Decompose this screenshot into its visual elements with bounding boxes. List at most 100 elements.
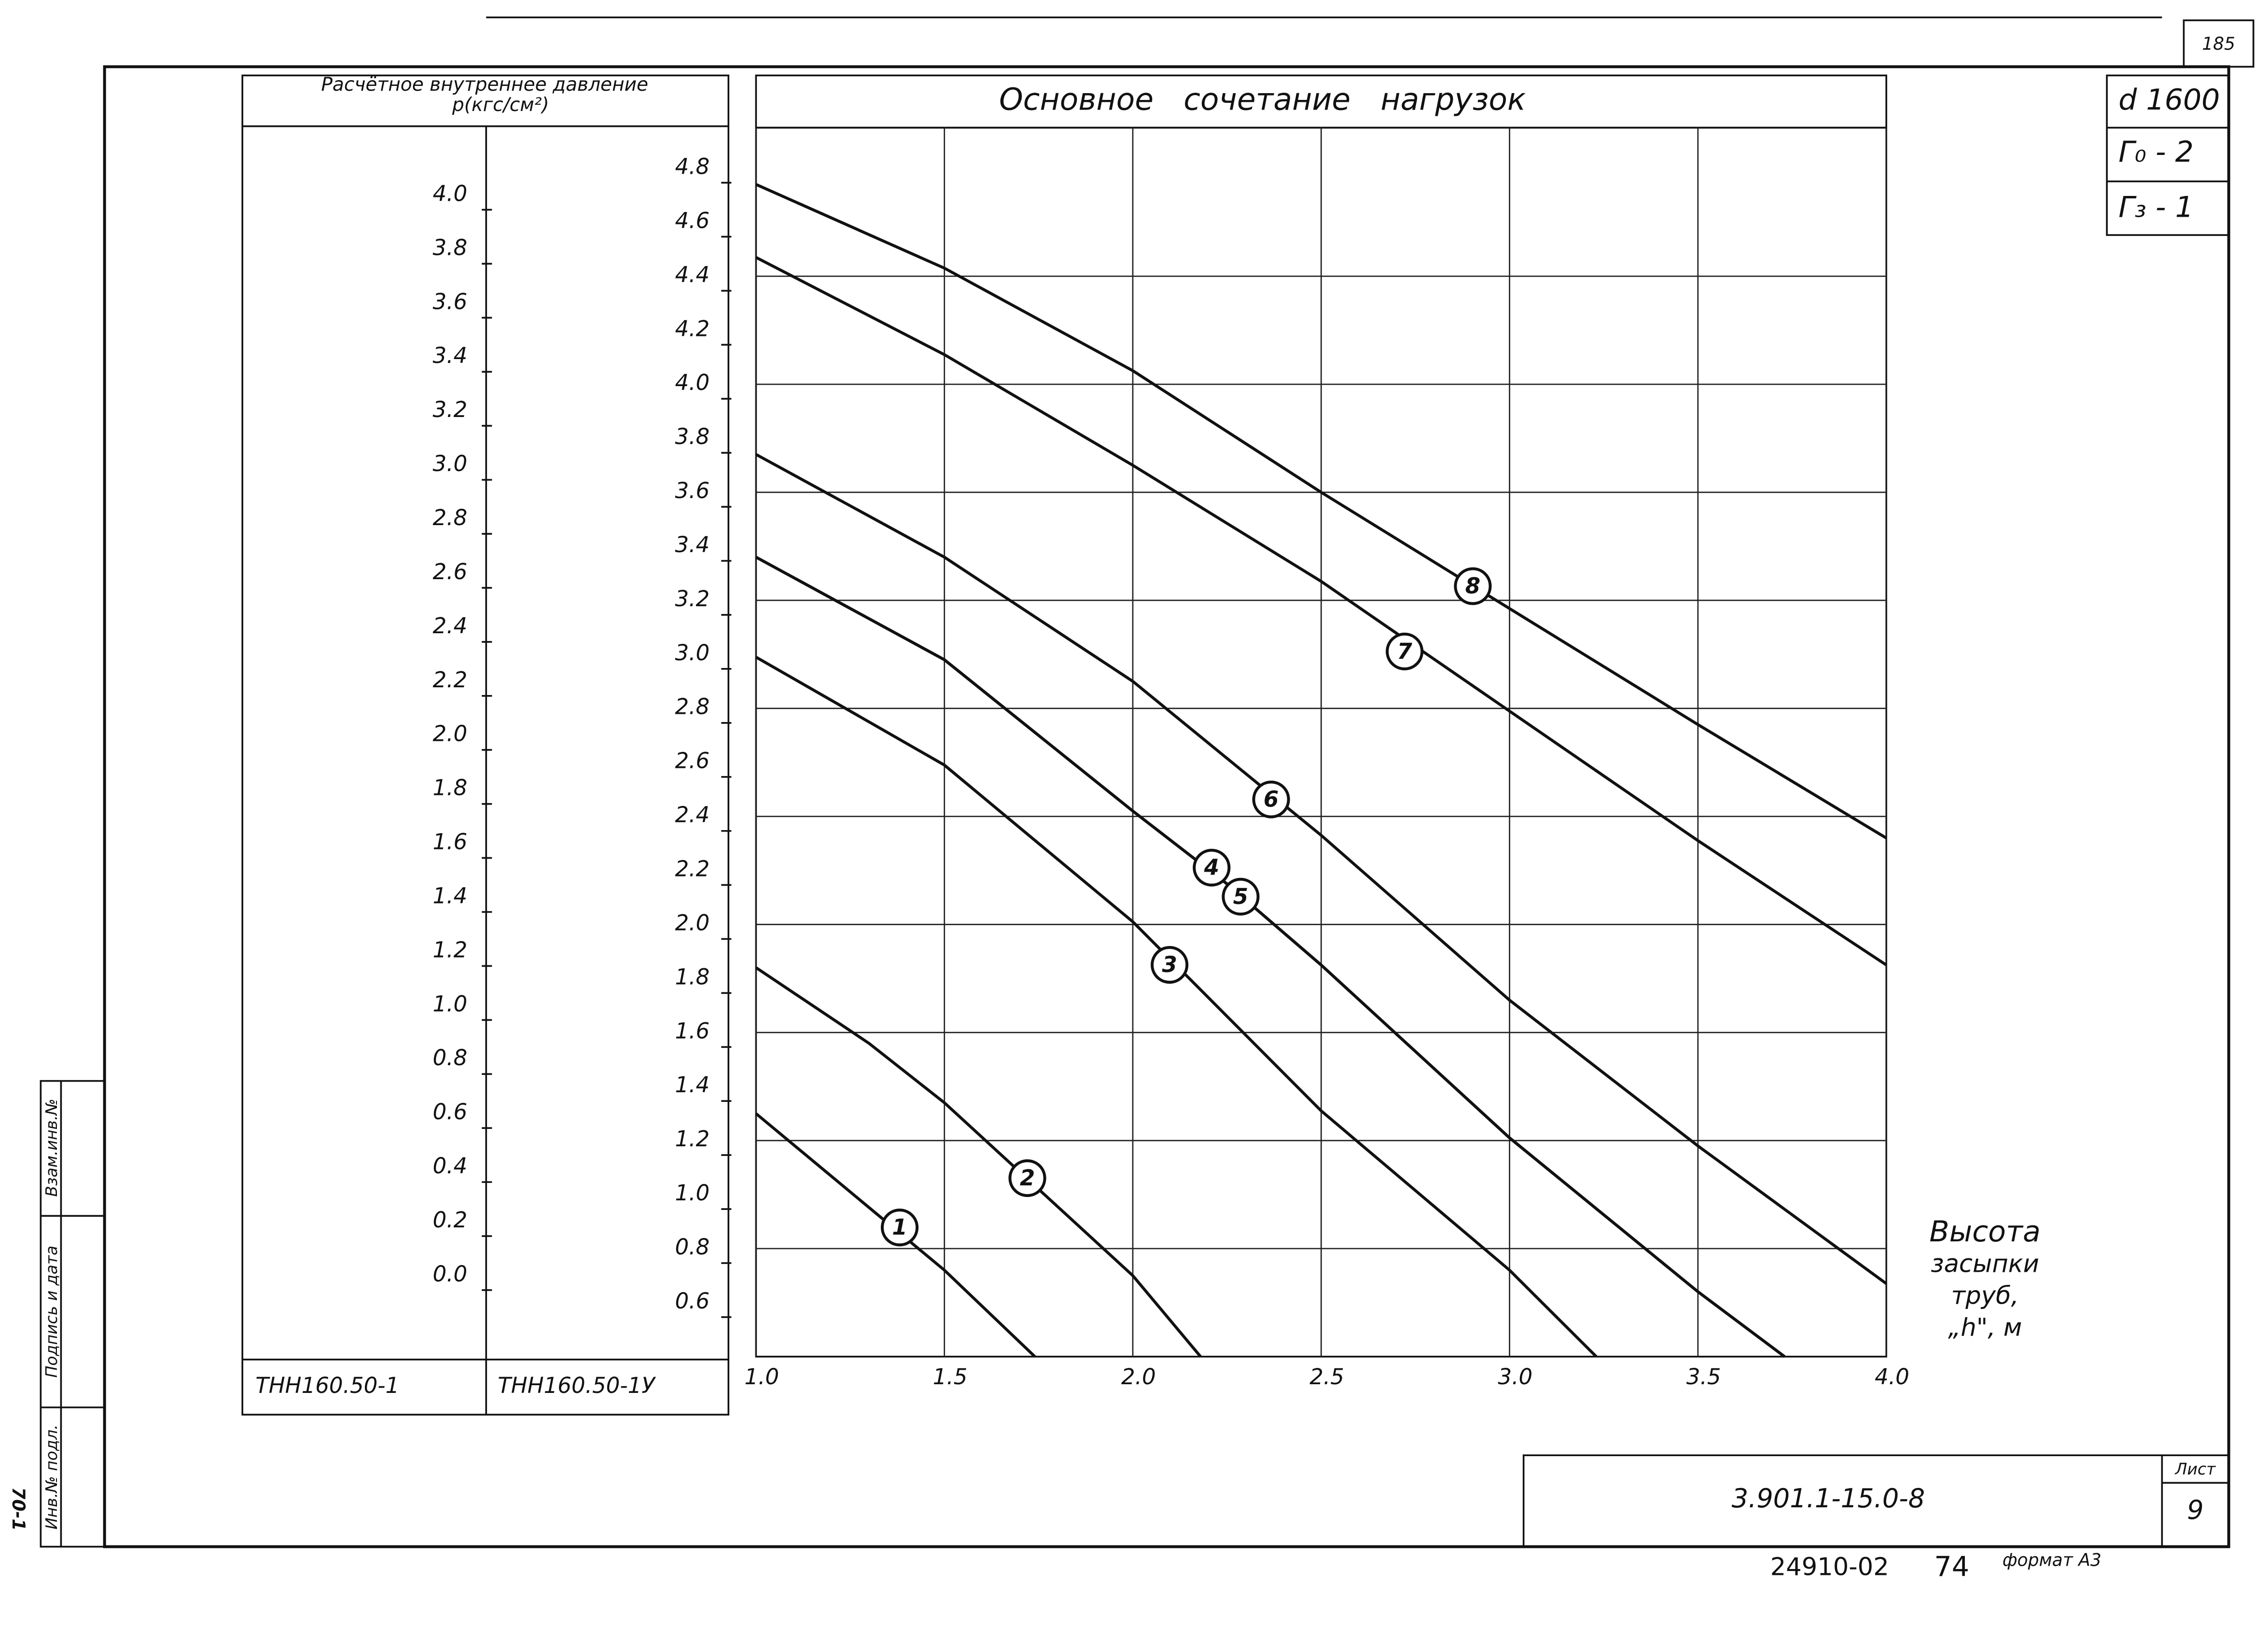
curve-number: 4 <box>1204 855 1219 880</box>
y-tick-label: 3.8 <box>675 424 710 449</box>
y-tick-label: 4.2 <box>675 316 710 341</box>
y2-tick-label: 2.8 <box>432 505 467 530</box>
y2-tick-label: 2.0 <box>432 721 467 747</box>
y2-tick-label: 1.0 <box>432 991 467 1016</box>
y-tick-label: 3.4 <box>675 532 710 557</box>
x-tick-label: 1.0 <box>744 1364 779 1390</box>
y2-tick-label: 3.4 <box>432 343 467 368</box>
y-tick-label: 2.6 <box>675 748 710 774</box>
curve-tag <box>1386 632 1424 670</box>
order-code: 24910-02 <box>1770 1553 1889 1582</box>
y2-tick-label: 0.4 <box>432 1153 467 1179</box>
order-number: 74 <box>1934 1551 1969 1583</box>
curve <box>755 655 1598 1358</box>
y2-tick-label: 1.8 <box>432 775 467 801</box>
y-axis-title: Расчётное внутреннее давление <box>321 74 648 96</box>
curve-tag <box>1252 780 1290 819</box>
curve <box>755 183 1887 839</box>
x-tick-label: 4.0 <box>1875 1364 1909 1390</box>
y-tick-label: 1.2 <box>675 1126 710 1152</box>
y2-tick-label: 0.2 <box>432 1207 467 1233</box>
y2-tick-label: 2.4 <box>432 613 467 639</box>
y2-tick-label: 3.8 <box>432 235 467 260</box>
y-tick-label: 4.0 <box>675 370 710 395</box>
y2-tick-label: 2.6 <box>432 559 467 584</box>
x-axis-title-line: засыпки <box>1931 1250 2039 1278</box>
curve-number: 5 <box>1233 884 1248 909</box>
y-tick-label: 2.2 <box>675 856 710 881</box>
y2-tick-label: 3.6 <box>432 289 467 314</box>
column-label: ТНН160.50-1У <box>498 1373 656 1398</box>
curve-number: 8 <box>1465 573 1480 599</box>
x-axis-title-line: Высота <box>1929 1215 2040 1249</box>
y-tick-label: 1.0 <box>675 1180 710 1206</box>
curve-tag <box>1454 567 1492 605</box>
y-tick-label: 3.2 <box>675 586 710 612</box>
side-code: 70-1 <box>8 1487 28 1530</box>
curve <box>755 453 1887 1285</box>
x-tick-label: 1.5 <box>933 1364 968 1390</box>
x-tick-label: 2.5 <box>1309 1364 1344 1390</box>
y2-tick-label: 1.4 <box>432 883 467 908</box>
title-block <box>1522 1454 2230 1548</box>
curve <box>755 1112 1036 1358</box>
curve-tag <box>1151 946 1189 984</box>
y2-tick-label: 3.0 <box>432 451 467 476</box>
y2-tick-label: 1.6 <box>432 829 467 855</box>
stamp-g0: Г₀ - 2 <box>2118 135 2194 169</box>
curve <box>755 256 1887 966</box>
stamp-box <box>2106 74 2230 236</box>
stamp-diameter: d 1600 <box>2118 83 2220 117</box>
y-tick-label: 2.4 <box>675 802 710 828</box>
curve <box>755 966 1202 1358</box>
x-axis-title-line: „h", м <box>1948 1314 2022 1342</box>
y2-tick-label: 1.2 <box>432 937 467 962</box>
page-number-box <box>2183 19 2254 68</box>
y-tick-label: 0.6 <box>675 1288 710 1314</box>
curve-number: 3 <box>1162 952 1177 977</box>
sheet-number: 9 <box>2187 1495 2203 1525</box>
curve-tag <box>1222 877 1260 916</box>
x-tick-label: 3.0 <box>1498 1364 1533 1390</box>
designation: 3.901.1-15.0-8 <box>1732 1483 1925 1514</box>
x-axis-title-line: труб, <box>1951 1282 2019 1310</box>
sheet-label: Лист <box>2175 1460 2216 1478</box>
column-label: ТНН160.50-1 <box>255 1373 399 1398</box>
outer-frame <box>103 65 2230 1548</box>
y2-tick-label: 4.0 <box>432 181 467 206</box>
curve-number: 6 <box>1264 786 1279 812</box>
y-axis-unit: р(кгс/см²) <box>452 94 549 116</box>
y2-tick-label: 2.2 <box>432 667 467 693</box>
curve-number: 7 <box>1397 639 1412 664</box>
page-number: 185 <box>2202 34 2235 54</box>
y2-tick-label: 0.8 <box>432 1045 467 1071</box>
side-label: Подпись и дата <box>42 1246 61 1378</box>
y-tick-label: 1.6 <box>675 1018 710 1043</box>
curve-number: 2 <box>1020 1165 1035 1191</box>
y-tick-label: 1.4 <box>675 1072 710 1098</box>
x-tick-label: 2.0 <box>1121 1364 1156 1390</box>
y2-tick-label: 3.2 <box>432 397 467 422</box>
stamp-g3: Г₃ - 1 <box>2118 190 2194 224</box>
y-tick-label: 3.6 <box>675 478 710 503</box>
y-tick-label: 4.6 <box>675 208 710 233</box>
y2-tick-label: 0.6 <box>432 1099 467 1125</box>
chart-title: Основное сочетание нагрузок <box>999 82 1526 117</box>
curve-number: 1 <box>892 1214 907 1240</box>
side-strip <box>40 1080 106 1548</box>
y-tick-label: 0.8 <box>675 1234 710 1260</box>
curve-tag <box>1008 1159 1046 1197</box>
y-tick-label: 4.8 <box>675 153 710 179</box>
format: формат А3 <box>2003 1550 2101 1571</box>
y-tick-label: 2.0 <box>675 910 710 935</box>
y-tick-label: 2.8 <box>675 694 710 720</box>
curve-tag <box>1193 848 1231 887</box>
side-label: Взам.инв.№ <box>42 1099 61 1196</box>
curve-tag <box>880 1209 919 1247</box>
curve <box>755 556 1786 1358</box>
y-tick-label: 3.0 <box>675 640 710 666</box>
y-tick-label: 1.8 <box>675 964 710 989</box>
